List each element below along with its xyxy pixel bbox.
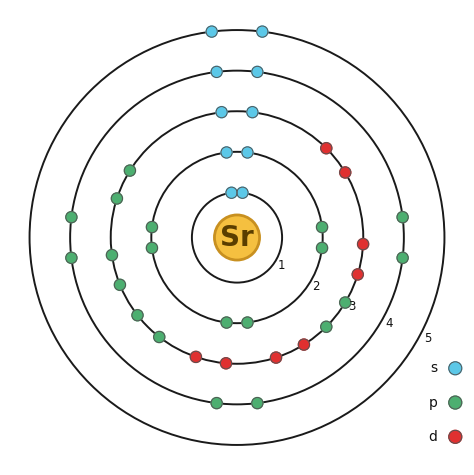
Circle shape [214,215,260,260]
Circle shape [317,242,328,254]
Circle shape [146,221,157,233]
Text: d: d [428,430,437,444]
Circle shape [449,362,462,375]
Text: Sr: Sr [220,224,254,251]
Circle shape [216,106,227,118]
Circle shape [220,358,232,369]
Text: 3: 3 [348,300,356,313]
Circle shape [206,26,217,37]
Circle shape [449,430,462,443]
Circle shape [357,238,369,250]
Circle shape [132,310,143,321]
Circle shape [321,142,332,154]
Circle shape [257,26,268,37]
Text: 2: 2 [312,280,320,293]
Circle shape [340,297,351,308]
Text: 1: 1 [278,259,285,272]
Circle shape [237,187,248,199]
Circle shape [124,165,136,176]
Circle shape [146,242,157,254]
Circle shape [106,249,118,261]
Circle shape [352,269,364,280]
Circle shape [449,396,462,409]
Circle shape [221,317,232,328]
Text: 5: 5 [424,332,431,344]
Circle shape [271,352,282,363]
Circle shape [252,398,263,408]
Circle shape [252,66,263,77]
Circle shape [211,66,222,77]
Circle shape [66,252,77,264]
Circle shape [317,221,328,233]
Circle shape [111,193,122,204]
Circle shape [114,279,126,290]
Text: p: p [428,396,437,409]
Circle shape [242,317,253,328]
Circle shape [154,332,165,342]
Circle shape [340,167,351,178]
Text: 4: 4 [385,317,393,330]
Circle shape [242,147,253,158]
Circle shape [321,321,332,332]
Circle shape [211,398,222,408]
Circle shape [190,352,201,362]
Circle shape [66,211,77,223]
Circle shape [226,187,237,199]
Circle shape [298,339,310,350]
Circle shape [247,106,258,118]
Circle shape [221,147,232,158]
Text: s: s [430,361,437,375]
Circle shape [397,211,408,223]
Circle shape [397,252,408,264]
